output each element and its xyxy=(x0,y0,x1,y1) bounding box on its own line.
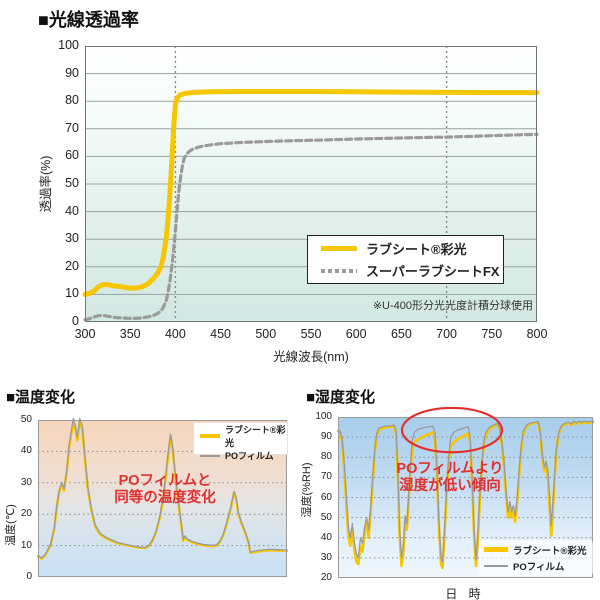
temperature-y-axis-label: 温度(℃) xyxy=(5,504,17,546)
y-axis-tick-label: 80 xyxy=(65,93,79,108)
humidity-annotation-line2: 湿度が低い傾向 xyxy=(399,478,501,495)
y-axis-tick-label: 10 xyxy=(65,286,79,301)
rabusheet-saikou-line-swatch xyxy=(200,434,220,438)
y-axis-tick-label: 40 xyxy=(320,531,332,543)
x-axis-tick-label: 600 xyxy=(345,327,367,341)
y-axis-tick-label: 50 xyxy=(320,511,332,523)
y-axis-tick-label: 40 xyxy=(20,445,32,457)
humidity-chart-title: ■湿度変化 xyxy=(306,389,376,406)
y-axis-tick-label: 100 xyxy=(315,411,332,422)
rabusheet-saikou-line-swatch xyxy=(321,246,357,251)
humidity-annotation: POフィルムより 湿度が低い傾向 xyxy=(360,461,540,496)
rabusheet-saikou-legend-label: ラブシート®彩光 xyxy=(366,242,467,257)
y-axis-tick-label: 40 xyxy=(65,203,79,218)
temperature-annotation-line2: 同等の温度変化 xyxy=(114,490,216,507)
super-rabusheet-fx-legend-label: スーパーラブシートFX xyxy=(366,264,500,279)
y-axis-tick-label: 20 xyxy=(65,258,79,273)
y-axis-tick-label: 90 xyxy=(65,65,79,80)
x-axis-tick-label: 650 xyxy=(390,327,412,341)
legend-row: ラブシート®彩光 xyxy=(321,239,503,258)
rabusheet-saikou-line-swatch xyxy=(484,547,508,553)
y-axis-tick-label: 30 xyxy=(320,551,332,563)
transmission-note: ※U-400形分光光度計積分球使用 xyxy=(372,300,533,312)
super-rabusheet-fx-line-swatch xyxy=(321,268,357,273)
y-axis-tick-label: 0 xyxy=(72,314,79,328)
y-axis-tick-label: 90 xyxy=(320,431,332,443)
temperature-legend: ラブシート®彩光 POフィルム xyxy=(193,422,288,461)
humidity-x-axis-label: 日 時 xyxy=(445,587,485,600)
x-axis-tick-label: 400 xyxy=(164,327,186,341)
y-axis-tick-label: 80 xyxy=(320,451,332,463)
legend-row: スーパーラブシートFX xyxy=(321,261,503,280)
x-axis-tick-label: 700 xyxy=(436,327,458,341)
po-film-line-swatch xyxy=(484,565,508,568)
transmission-x-axis-label: 光線波長(nm) xyxy=(273,350,349,364)
x-axis-tick-label: 300 xyxy=(74,327,96,341)
y-axis-tick-label: 70 xyxy=(320,471,332,483)
temperature-annotation-line1: POフィルムと xyxy=(118,473,212,489)
y-axis-tick-label: 50 xyxy=(20,414,32,425)
x-axis-tick-label: 750 xyxy=(481,327,503,341)
po-film-line-swatch xyxy=(200,454,220,457)
y-axis-tick-label: 60 xyxy=(65,148,79,163)
y-axis-tick-label: 60 xyxy=(320,491,332,503)
transmission-chart-title: ■光線透過率 xyxy=(38,10,139,30)
x-axis-tick-label: 500 xyxy=(255,327,277,341)
humidity-legend: ラブシート®彩光 POフィルム xyxy=(479,540,593,576)
y-axis-tick-label: 70 xyxy=(65,120,79,135)
y-axis-tick-label: 0 xyxy=(26,571,32,582)
transmission-legend: ラブシート®彩光 スーパーラブシートFX xyxy=(307,235,504,284)
legend-row: POフィルム xyxy=(200,449,287,462)
y-axis-tick-label: 50 xyxy=(65,176,79,190)
legend-row: ラブシート®彩光 xyxy=(484,543,593,557)
legend-row: POフィルム xyxy=(484,559,593,573)
y-axis-tick-label: 10 xyxy=(20,539,32,551)
legend-row: ラブシート®彩光 xyxy=(200,423,287,449)
x-axis-tick-label: 350 xyxy=(119,327,141,341)
x-axis-tick-label: 450 xyxy=(210,327,232,341)
humidity-annotation-line1: POフィルムより xyxy=(396,461,504,477)
rabusheet-saikou-legend-label: ラブシート®彩光 xyxy=(225,425,286,448)
y-axis-tick-label: 30 xyxy=(65,231,79,246)
po-film-legend-label: POフィルム xyxy=(225,451,274,461)
y-axis-tick-label: 20 xyxy=(320,572,332,583)
y-axis-tick-label: 100 xyxy=(58,38,79,52)
rabusheet-saikou-legend-label: ラブシート®彩光 xyxy=(513,545,587,557)
y-axis-tick-label: 30 xyxy=(20,476,32,488)
x-axis-tick-label: 550 xyxy=(300,327,322,341)
y-axis-tick-label: 20 xyxy=(20,508,32,520)
po-film-legend-label: POフィルム xyxy=(513,562,565,574)
temperature-chart-title: ■温度変化 xyxy=(6,389,76,406)
temperature-annotation: POフィルムと 同等の温度変化 xyxy=(70,473,260,508)
x-axis-tick-label: 800 xyxy=(526,327,548,341)
